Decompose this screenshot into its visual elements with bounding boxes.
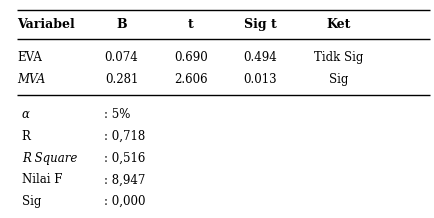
Text: Sig: Sig: [22, 195, 41, 208]
Text: : 8,947: : 8,947: [104, 173, 145, 186]
Text: R Square: R Square: [22, 152, 77, 165]
Text: MVA: MVA: [17, 73, 46, 86]
Text: 2.606: 2.606: [174, 73, 208, 86]
Text: Variabel: Variabel: [17, 18, 75, 31]
Text: Nilai F: Nilai F: [22, 173, 62, 186]
Text: 0.013: 0.013: [243, 73, 277, 86]
Text: 0.494: 0.494: [243, 51, 277, 64]
Text: Tidk Sig: Tidk Sig: [314, 51, 363, 64]
Text: 0.690: 0.690: [174, 51, 208, 64]
Text: : 0,000: : 0,000: [104, 195, 146, 208]
Text: 0.074: 0.074: [105, 51, 138, 64]
Text: R: R: [22, 130, 30, 143]
Text: α: α: [22, 108, 30, 121]
Text: Sig: Sig: [329, 73, 348, 86]
Text: EVA: EVA: [17, 51, 42, 64]
Text: Ket: Ket: [326, 18, 351, 31]
Text: Sig t: Sig t: [244, 18, 277, 31]
Text: 0.281: 0.281: [105, 73, 138, 86]
Text: t: t: [188, 18, 194, 31]
Text: : 0,718: : 0,718: [104, 130, 145, 143]
Text: : 0,516: : 0,516: [104, 152, 145, 165]
Text: : 5%: : 5%: [104, 108, 131, 121]
Text: B: B: [116, 18, 127, 31]
